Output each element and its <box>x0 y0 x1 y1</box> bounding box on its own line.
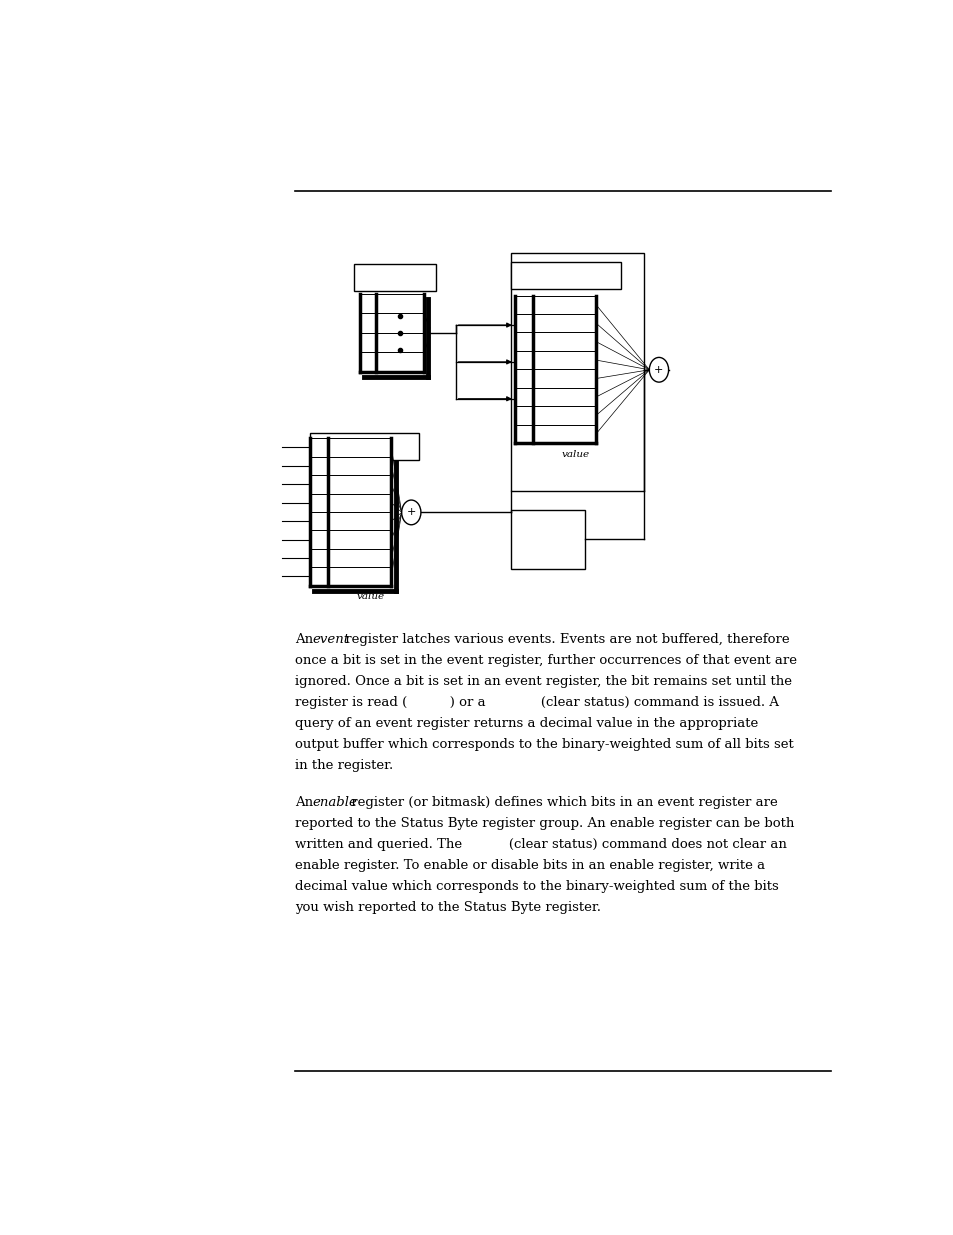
Bar <box>533 406 596 425</box>
Text: value: value <box>561 450 590 458</box>
Bar <box>533 425 596 443</box>
Bar <box>328 548 391 567</box>
Bar <box>515 369 533 388</box>
Bar <box>375 294 423 314</box>
Bar <box>515 388 533 406</box>
Bar <box>515 406 533 425</box>
Bar <box>359 352 375 372</box>
Bar <box>533 314 596 332</box>
Bar <box>310 567 328 585</box>
Bar <box>310 438 328 457</box>
Bar <box>533 332 596 351</box>
Bar <box>359 332 375 352</box>
Text: +: + <box>406 508 416 517</box>
Text: enable register. To enable or disable bits in an enable register, write a: enable register. To enable or disable bi… <box>294 860 764 872</box>
Text: reported to the Status Byte register group. An enable register can be both: reported to the Status Byte register gro… <box>294 818 794 830</box>
Bar <box>328 457 391 475</box>
Text: register (or bitmask) defines which bits in an event register are: register (or bitmask) defines which bits… <box>347 797 778 809</box>
Bar <box>310 548 328 567</box>
Bar <box>515 314 533 332</box>
Bar <box>328 513 391 530</box>
Bar <box>328 567 391 585</box>
Bar <box>515 295 533 314</box>
Text: once a bit is set in the event register, further occurrences of that event are: once a bit is set in the event register,… <box>294 655 797 667</box>
Bar <box>511 253 643 490</box>
Text: An: An <box>294 797 317 809</box>
Bar <box>533 388 596 406</box>
Bar <box>354 264 436 291</box>
Bar <box>310 530 328 548</box>
Bar <box>375 332 423 352</box>
Bar <box>375 314 423 332</box>
Text: event: event <box>313 634 350 646</box>
Bar <box>328 530 391 548</box>
Bar <box>375 352 423 372</box>
Bar <box>328 494 391 513</box>
Text: in the register.: in the register. <box>294 758 393 772</box>
Text: query of an event register returns a decimal value in the appropriate: query of an event register returns a dec… <box>294 716 758 730</box>
Text: An: An <box>294 634 317 646</box>
Bar <box>515 425 533 443</box>
Bar <box>533 295 596 314</box>
Bar <box>310 457 328 475</box>
Bar <box>511 262 619 289</box>
Text: output buffer which corresponds to the binary-weighted sum of all bits set: output buffer which corresponds to the b… <box>294 737 793 751</box>
Text: register latches various events. Events are not buffered, therefore: register latches various events. Events … <box>341 634 789 646</box>
Bar <box>359 314 375 332</box>
Bar <box>515 351 533 369</box>
Text: decimal value which corresponds to the binary-weighted sum of the bits: decimal value which corresponds to the b… <box>294 881 779 893</box>
Circle shape <box>649 357 668 382</box>
Bar <box>328 438 391 457</box>
Bar <box>515 332 533 351</box>
Circle shape <box>401 500 420 525</box>
Text: value: value <box>356 593 384 601</box>
Bar <box>328 475 391 494</box>
Bar <box>310 494 328 513</box>
Text: you wish reported to the Status Byte register.: you wish reported to the Status Byte reg… <box>294 902 600 914</box>
Bar <box>511 510 584 568</box>
Text: +: + <box>654 364 663 374</box>
Text: register is read (          ) or a             (clear status) command is issued.: register is read ( ) or a (clear status)… <box>294 697 779 709</box>
Bar <box>310 475 328 494</box>
Text: written and queried. The           (clear status) command does not clear an: written and queried. The (clear status) … <box>294 839 786 851</box>
Bar <box>359 294 375 314</box>
Bar <box>533 369 596 388</box>
Text: ignored. Once a bit is set in an event register, the bit remains set until the: ignored. Once a bit is set in an event r… <box>294 676 791 688</box>
Bar <box>310 513 328 530</box>
Bar <box>310 433 419 461</box>
Bar <box>533 351 596 369</box>
Text: enable: enable <box>313 797 357 809</box>
